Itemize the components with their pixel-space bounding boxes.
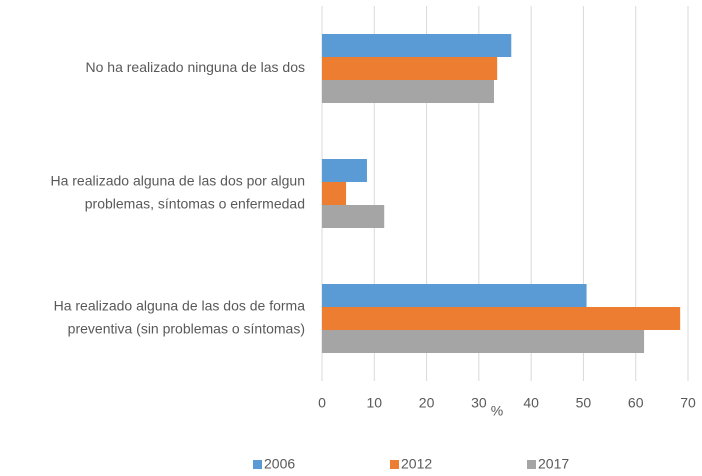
x-tick-label: 0 — [318, 395, 326, 411]
x-tick-label: 20 — [419, 395, 435, 411]
legend-label: 2017 — [538, 456, 569, 472]
legend-label: 2006 — [264, 456, 295, 472]
y-tick-label: preventiva (sin problemas o síntomas) — [68, 321, 305, 337]
y-tick-label: Ha realizado alguna de las dos de forma — [54, 298, 306, 314]
legend-swatch — [527, 460, 536, 469]
bar — [322, 57, 498, 80]
bar — [322, 284, 587, 307]
bar — [322, 307, 681, 330]
legend-swatch — [253, 460, 262, 469]
x-tick-label: 60 — [628, 395, 644, 411]
bar — [322, 159, 367, 182]
x-tick-label: 70 — [680, 395, 696, 411]
x-tick-label: 40 — [523, 395, 539, 411]
bar — [322, 182, 347, 205]
bar — [322, 34, 512, 57]
x-tick-label: 30 — [471, 395, 487, 411]
legend-swatch — [390, 460, 399, 469]
x-tick-label: 10 — [366, 395, 382, 411]
y-tick-label: Ha realizado alguna de las dos por algun — [50, 173, 305, 189]
legend-label: 2012 — [401, 456, 432, 472]
x-tick-label: 50 — [576, 395, 592, 411]
bar — [322, 80, 495, 103]
x-axis-label: % — [491, 403, 503, 419]
bar — [322, 205, 385, 228]
y-tick-label: No ha realizado ninguna de las dos — [86, 59, 306, 75]
bar — [322, 330, 645, 353]
y-tick-label: problemas, síntomas o enfermedad — [85, 196, 305, 212]
